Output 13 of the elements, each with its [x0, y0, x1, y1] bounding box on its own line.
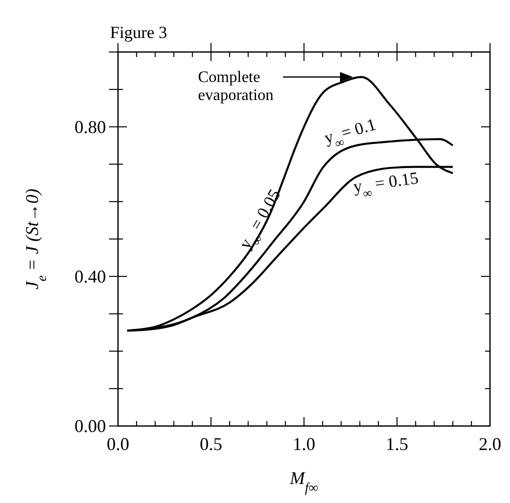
x-tick-label: 1.5 [386, 434, 408, 454]
text: y$_{∞}$= 0.1 [322, 114, 378, 151]
x-tick-label: 0.0 [106, 434, 130, 454]
x-tick-label: 2.0 [478, 434, 502, 454]
y-tick-label: 0.00 [74, 416, 106, 436]
x-tick-label: 0.5 [200, 434, 222, 454]
x-tick-label: 1.0 [292, 434, 316, 454]
y-tick-label: 0.80 [74, 116, 106, 137]
chart-title: Figure 3 [110, 23, 168, 42]
annotation: Complete evaporation [198, 69, 274, 104]
text: y$_{∞}$ = 0.15 [352, 168, 420, 201]
x-axis-title: M$_{f∞}$ [288, 468, 319, 494]
y-tick-label: 0.40 [74, 266, 106, 286]
